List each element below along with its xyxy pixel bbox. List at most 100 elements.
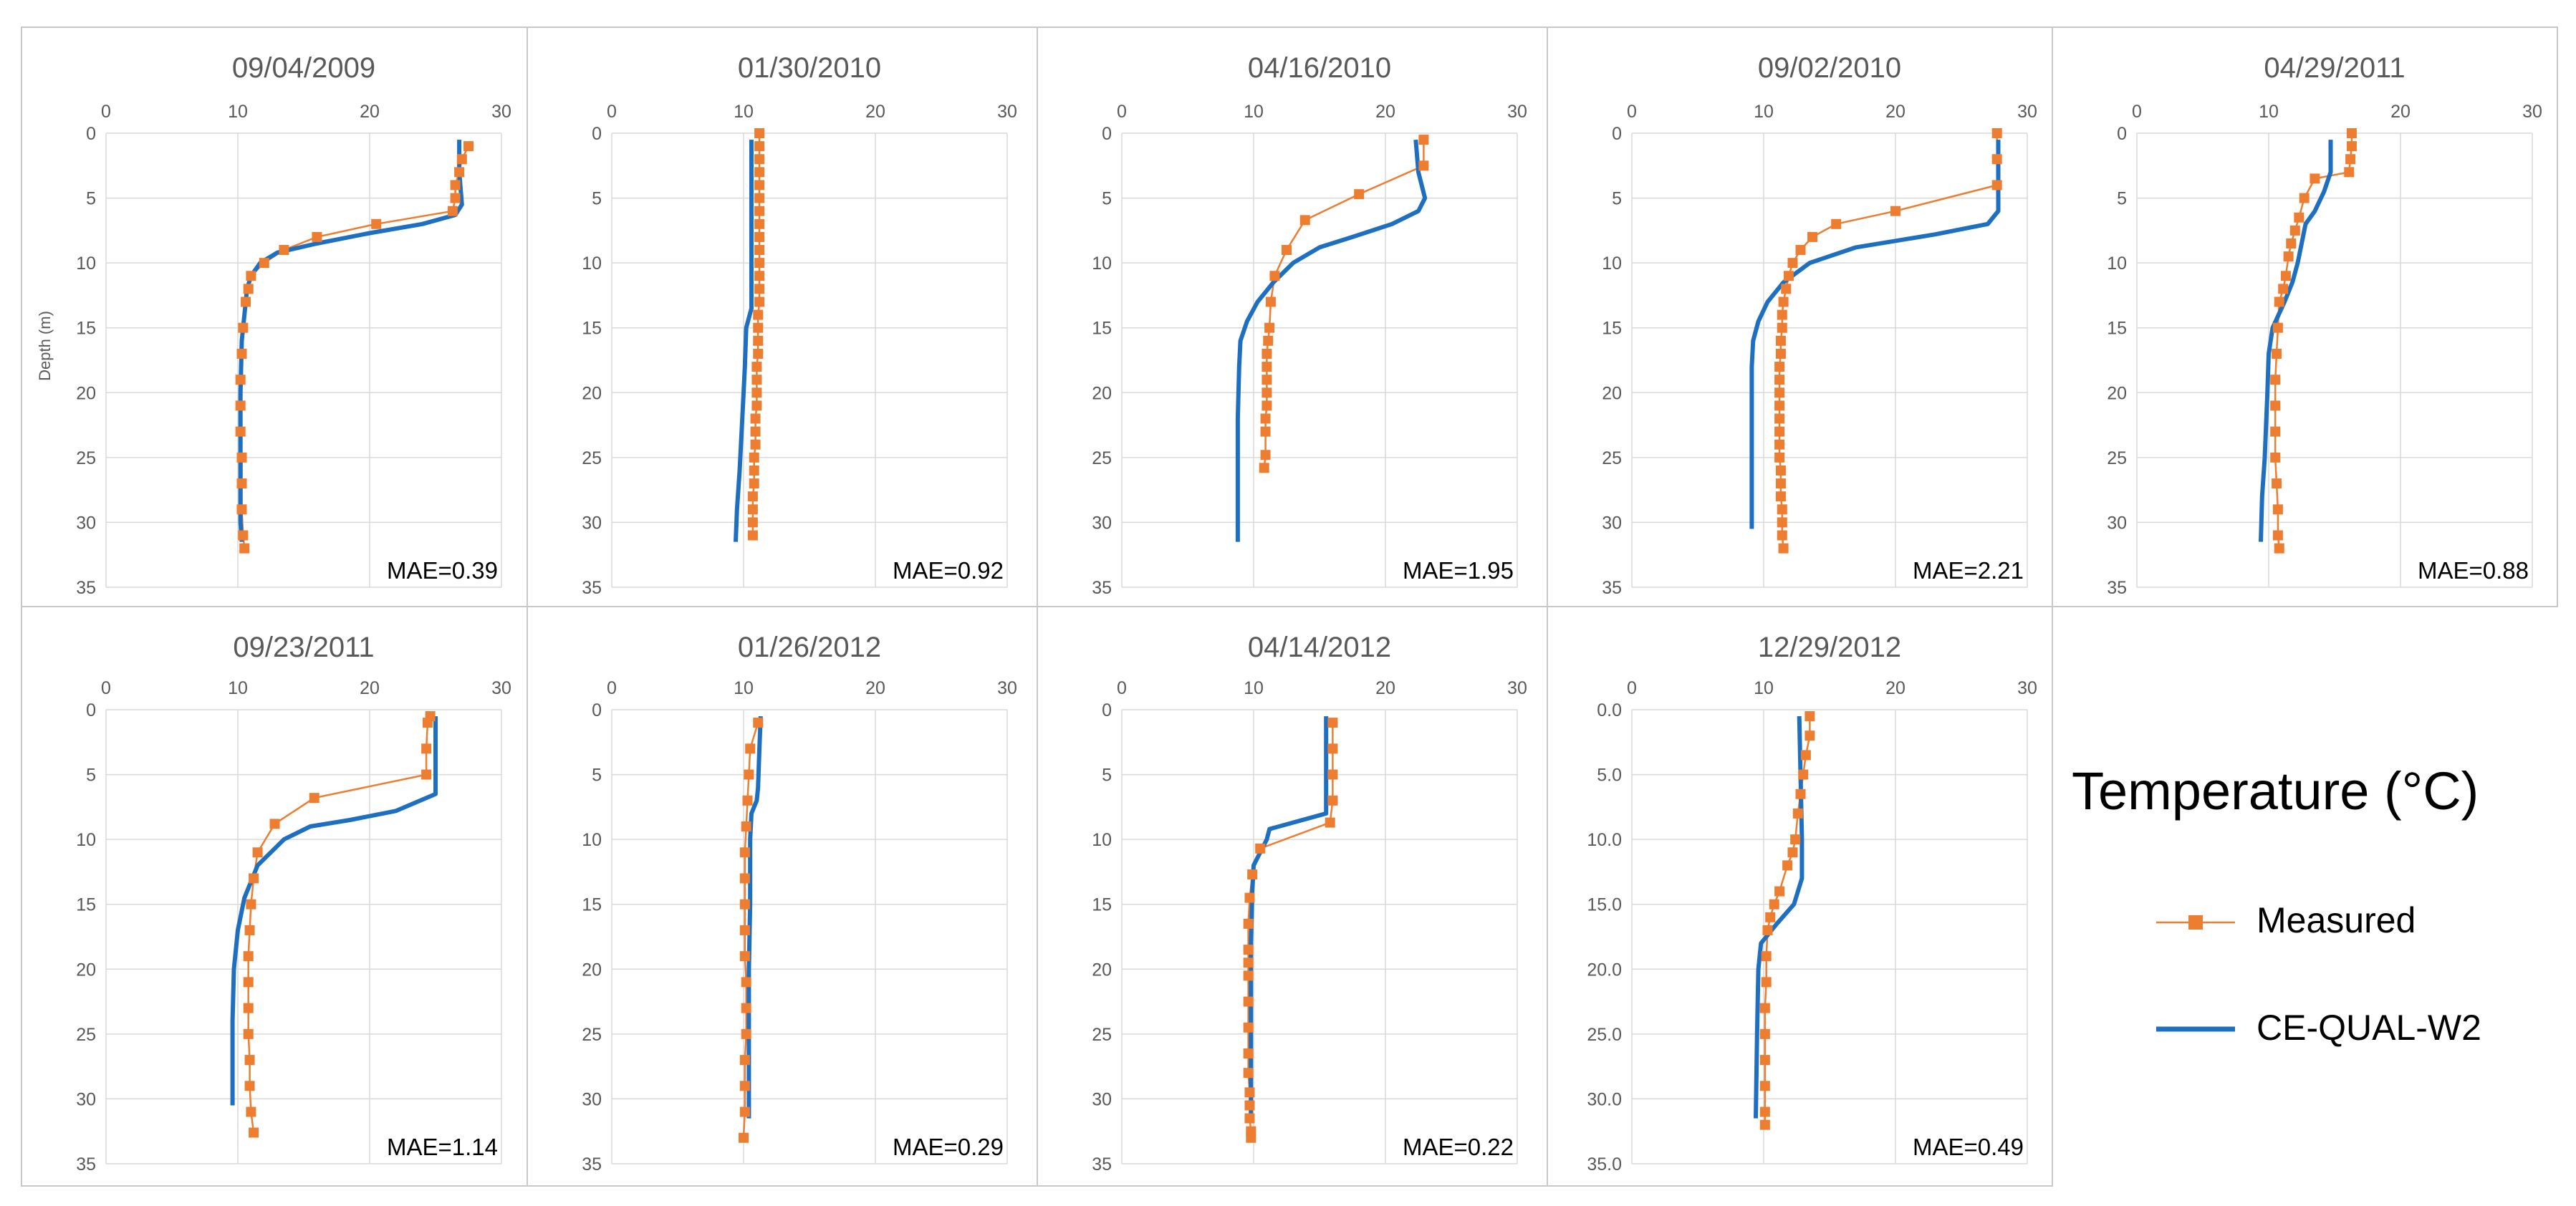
y-tick-label: 0 [1102,124,1112,144]
measured-point [1269,271,1280,281]
y-tick-label: 35 [582,1154,602,1174]
x-tick-label: 0 [607,102,617,122]
measured-point [454,167,465,178]
measured-point [2286,238,2297,249]
measured-point [249,1127,259,1138]
y-tick-label: 30 [582,513,602,533]
measured-point [754,284,765,294]
measured-point [1774,886,1785,897]
measured-point [745,743,756,754]
y-tick-label: 20 [582,960,602,980]
y-tick-label: 35 [76,1154,96,1174]
y-tick-label: 10 [1092,254,1112,274]
x-tick-label: 20 [865,102,885,122]
y-tick-label: 30 [1602,513,1622,533]
y-tick-label: 0.0 [1597,700,1622,720]
x-tick-label: 0 [1117,678,1127,698]
measured-point [238,322,249,333]
measured-point [1261,387,1272,398]
measured-point [1327,795,1338,806]
measured-point [1354,189,1365,200]
measured-point [243,951,254,962]
measured-point [739,873,750,884]
measured-point [1775,478,1786,489]
y-tick-label: 25 [582,1025,602,1045]
measured-point [2283,251,2294,262]
measured-point [1260,413,1271,424]
measured-point [2272,478,2282,489]
y-tick-label: 25 [1092,1025,1112,1045]
measured-point [447,206,458,216]
measured-point [235,375,246,385]
measured-point [2274,296,2284,307]
measured-point [1259,463,1269,473]
panel-title: 09/02/2010 [1758,52,1901,84]
y-tick-label: 35 [76,578,96,598]
panel-09-23-2011: 09/23/2011 0 5 10 15 20 25 30 35 0 10 20 30 MAE=1.14 [21,606,528,1187]
measured-point [1282,245,1292,256]
measured-point [244,1081,255,1091]
panel-title: 04/29/2011 [2264,52,2405,84]
measured-point [739,1055,750,1066]
measured-point [1787,258,1798,269]
measured-point [1418,135,1429,145]
panel-frame [1547,26,2053,607]
measured-point [1327,743,1338,754]
measured-point [1774,400,1785,411]
measured-point [422,718,433,728]
y-tick-label: 10.0 [1587,830,1622,850]
y-tick-label: 10 [76,830,96,850]
y-tick-label: 35 [1092,1154,1112,1174]
panel-04-29-2011: 04/29/2011 0 5 10 15 20 25 30 35 0 10 20 30 MAE=0.88 [2052,26,2558,607]
panel-title: 04/14/2012 [1248,632,1391,663]
y-tick-label: 30.0 [1587,1089,1622,1109]
x-tick-label: 30 [2017,102,2037,122]
measured-point [754,218,765,229]
legend-title: Temperature (°C) [2072,761,2479,821]
measured-point [1261,362,1272,372]
y-axis-label: Depth (m) [36,311,54,381]
legend-measured-label: Measured [2257,900,2416,940]
measured-point [754,193,765,203]
panel-12-29-2012: 12/29/2012 0.0 5.0 10.0 15.0 20.0 25.0 30.0 35.0… [1547,606,2053,1187]
mae-label: MAE=0.29 [893,1134,1004,1160]
measured-point [371,218,382,229]
measured-point [754,231,765,242]
measured-point [750,426,761,437]
measured-point [1775,348,1786,359]
y-tick-label: 30 [582,1089,602,1109]
y-tick-label: 25 [2107,448,2127,468]
measured-point [279,245,289,256]
measured-point [1782,860,1793,871]
measured-point [1244,1113,1255,1124]
x-tick-label: 10 [1754,678,1774,698]
y-tick-label: 35 [582,578,602,598]
measured-point [749,465,759,476]
measured-point [1774,426,1785,437]
y-tick-label: 10 [582,254,602,274]
measured-point [1261,348,1272,359]
measured-point [739,847,750,858]
x-tick-label: 0 [2132,102,2142,122]
legend-model-label: CE-QUAL-W2 [2257,1008,2481,1048]
y-tick-label: 25 [1602,448,1622,468]
panel-frame [21,26,528,607]
measured-point [754,296,765,307]
measured-point [1991,180,2002,190]
measured-point [1261,375,1272,385]
panel-09-02-2010: 09/02/2010 0 5 10 15 20 25 30 35 0 10 20 30 MAE=2.21 [1547,26,2053,607]
measured-point [1260,426,1271,437]
x-tick-label: 30 [1507,102,1527,122]
x-tick-label: 10 [2259,102,2279,122]
x-tick-label: 0 [101,102,111,122]
measured-point [754,271,765,281]
mae-label: MAE=0.49 [1913,1134,2024,1160]
measured-point [2310,173,2320,184]
measured-point [1804,711,1815,722]
y-tick-label: 10 [76,254,96,274]
measured-point [2294,212,2305,223]
y-tick-label: 15 [582,319,602,339]
y-tick-label: 20 [76,960,96,980]
x-tick-label: 20 [1885,678,1905,698]
measured-point [241,296,251,307]
